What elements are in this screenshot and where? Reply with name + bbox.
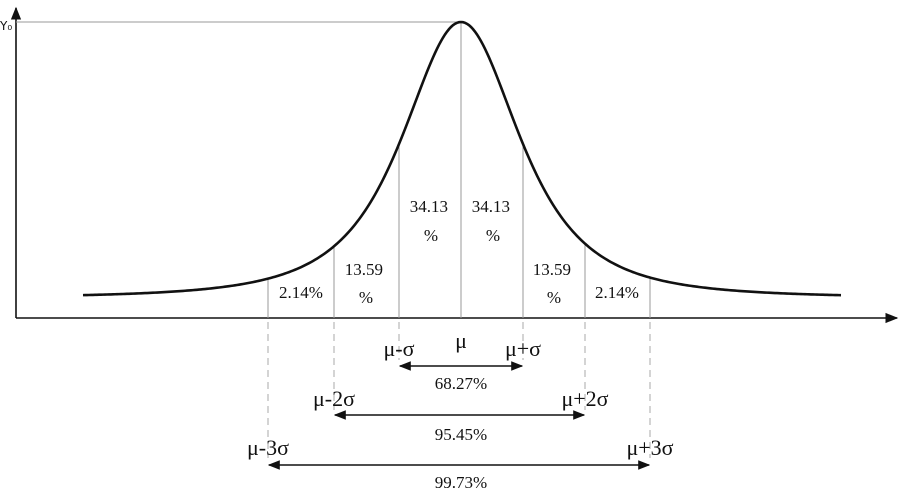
marker-plus-1-sigma: μ+σ xyxy=(505,336,541,361)
marker-minus-1-sigma: μ-σ xyxy=(384,336,415,361)
sigma-lines xyxy=(267,22,651,318)
marker-plus-3-sigma: μ+3σ xyxy=(626,435,673,460)
one-sigma-range-label: 68.27% xyxy=(435,374,487,393)
marker-minus-2-sigma: μ-2σ xyxy=(313,386,355,411)
region-label-center-right: 34.13 % xyxy=(472,197,515,245)
y-axis-label: Y₀ xyxy=(0,19,12,33)
region-label-center-left: 34.13 % xyxy=(410,197,453,245)
region-label-outer-left: 2.14% xyxy=(279,283,323,302)
sigma-dash-lines xyxy=(267,322,651,458)
region-label-mid-left: 13.59 % xyxy=(345,260,388,307)
mean-label: μ xyxy=(455,328,467,353)
bell-curve xyxy=(82,20,842,297)
two-sigma-range-label: 95.45% xyxy=(435,425,487,444)
marker-minus-3-sigma: μ-3σ xyxy=(247,435,289,460)
region-label-outer-right: 2.14% xyxy=(595,283,639,302)
region-label-mid-right: 13.59 % xyxy=(533,260,576,307)
three-sigma-range-label: 99.73% xyxy=(435,473,487,491)
marker-plus-2-sigma: μ+2σ xyxy=(561,386,608,411)
